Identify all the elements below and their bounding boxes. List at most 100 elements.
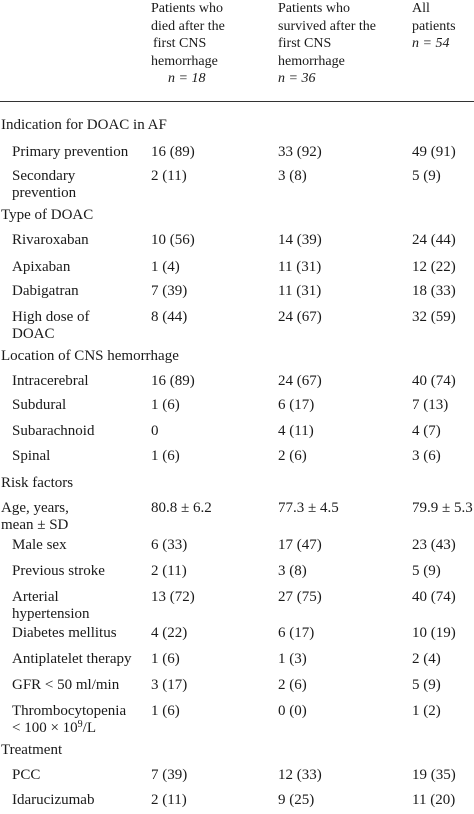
row-label-line: mean ± SD [1,517,69,533]
row-label-line: < 100 × 109/L [12,720,126,737]
header-line: survived after the [278,18,376,34]
header-line: All [412,1,430,16]
value-all: 5 (9) [412,168,441,184]
row-label-line: Antiplatelet therapy [12,651,132,667]
value-died: 16 (89) [151,144,195,160]
row-label-line: Subarachnoid [12,423,95,439]
value-all: 19 (35) [412,767,456,783]
row-label: Previous stroke [12,563,105,580]
value-survived: 3 (8) [278,563,307,579]
row-label-line: Diabetes mellitus [12,625,117,641]
value-all: 10 (19) [412,625,456,641]
value-died: 1 (6) [151,703,180,719]
row-label-line: Apixaban [12,259,71,275]
value-all: 40 (74) [412,373,456,389]
row-label: Intracerebral [12,373,89,390]
row-label: Subdural [12,397,66,414]
value-all: 5 (9) [412,563,441,579]
value-died: 6 (33) [151,537,188,553]
row-label-line: Spinal [12,448,51,464]
row-label-line: High dose of [12,309,90,325]
value-survived: 27 (75) [278,589,322,605]
header-col-all: All patients n = 54 [412,0,456,53]
value-survived: 6 (17) [278,397,315,413]
value-died: 8 (44) [151,309,188,325]
row-label: Diabetes mellitus [12,625,117,642]
row-label: Apixaban [12,259,70,276]
value-died: 16 (89) [151,373,195,389]
value-survived: 11 (31) [278,283,322,299]
row-label: Antiplatelet therapy [12,651,132,668]
header-line: hemorrhage [151,53,218,69]
header-line: patients [412,18,456,34]
value-died: 2 (11) [151,563,187,579]
value-died: 80.8 ± 6.2 [151,500,212,516]
row-label: Age, years, mean ± SD [1,500,69,534]
header-col-survived: Patients who survived after the first CN… [278,0,376,88]
value-survived: 24 (67) [278,373,322,389]
row-label-line: Intracerebral [12,373,89,389]
section-label: Indication for DOAC in AF [1,117,167,133]
value-all: 40 (74) [412,589,456,605]
value-survived: 2 (6) [278,677,307,693]
row-label-line: Secondary [12,168,76,184]
row-label-line: GFR < 50 ml/min [12,677,120,693]
row-label: Subarachnoid [12,423,94,440]
row-label-line: Subdural [12,397,67,413]
value-all: 49 (91) [412,144,456,160]
row-label: Male sex [12,537,67,554]
value-all: 18 (33) [412,283,456,299]
row-label: PCC [12,767,40,784]
value-survived: 3 (8) [278,168,307,184]
row-label: Spinal [12,448,50,465]
header-col-died: Patients who died after the first CNS he… [151,0,225,88]
value-all: 32 (59) [412,309,456,325]
value-survived: 11 (31) [278,259,322,275]
value-all: 24 (44) [412,232,456,248]
value-survived: 33 (92) [278,144,322,160]
value-survived: 9 (25) [278,792,315,808]
header-line: hemorrhage [278,53,345,69]
value-all: 2 (4) [412,651,441,667]
row-label-line: hypertension [12,606,90,622]
row-label: Thrombocytopenia < 100 × 109/L [12,703,126,737]
value-died: 13 (72) [151,589,195,605]
value-died: 1 (4) [151,259,180,275]
row-label-line: Idarucizumab [12,792,95,808]
value-survived: 4 (11) [278,423,314,439]
row-label-line: Previous stroke [12,563,105,579]
header-line: Patients who [278,1,350,16]
unit-suffix: /L [82,720,97,736]
header-line: died after the [151,18,225,34]
section-label: Location of CNS hemorrhage [1,348,179,364]
row-label-line: Rivaroxaban [12,232,89,248]
value-survived: 6 (17) [278,625,315,641]
value-died: 7 (39) [151,767,188,783]
row-label: Primary prevention [12,144,128,161]
row-label: GFR < 50 ml/min [12,677,119,694]
value-all: 1 (2) [412,703,441,719]
row-label-line: Arterial [12,589,59,605]
value-died: 0 [151,423,159,439]
value-died: 2 (11) [151,792,187,808]
value-died: 10 (56) [151,232,195,248]
row-label-line: Dabigatran [12,283,79,299]
row-label-line: Primary prevention [12,144,129,160]
value-all: 23 (43) [412,537,456,553]
header-line: first CNS [278,36,332,51]
section-label: Type of DOAC [1,207,94,223]
value-survived: 14 (39) [278,232,322,248]
row-label-text: < 100 × 10 [12,720,78,736]
value-survived: 0 (0) [278,703,307,719]
row-label-line: Thrombocytopenia [12,703,127,719]
value-survived: 2 (6) [278,448,307,464]
value-survived: 77.3 ± 4.5 [278,500,339,516]
header-n: n = 54 [412,36,450,51]
row-label: Rivaroxaban [12,232,89,249]
superscript: 9 [77,719,83,730]
value-all: 12 (22) [412,259,456,275]
row-label: High dose of DOAC [12,309,90,343]
section-label: Treatment [1,742,63,758]
value-all: 79.9 ± 5.3 [412,500,473,516]
